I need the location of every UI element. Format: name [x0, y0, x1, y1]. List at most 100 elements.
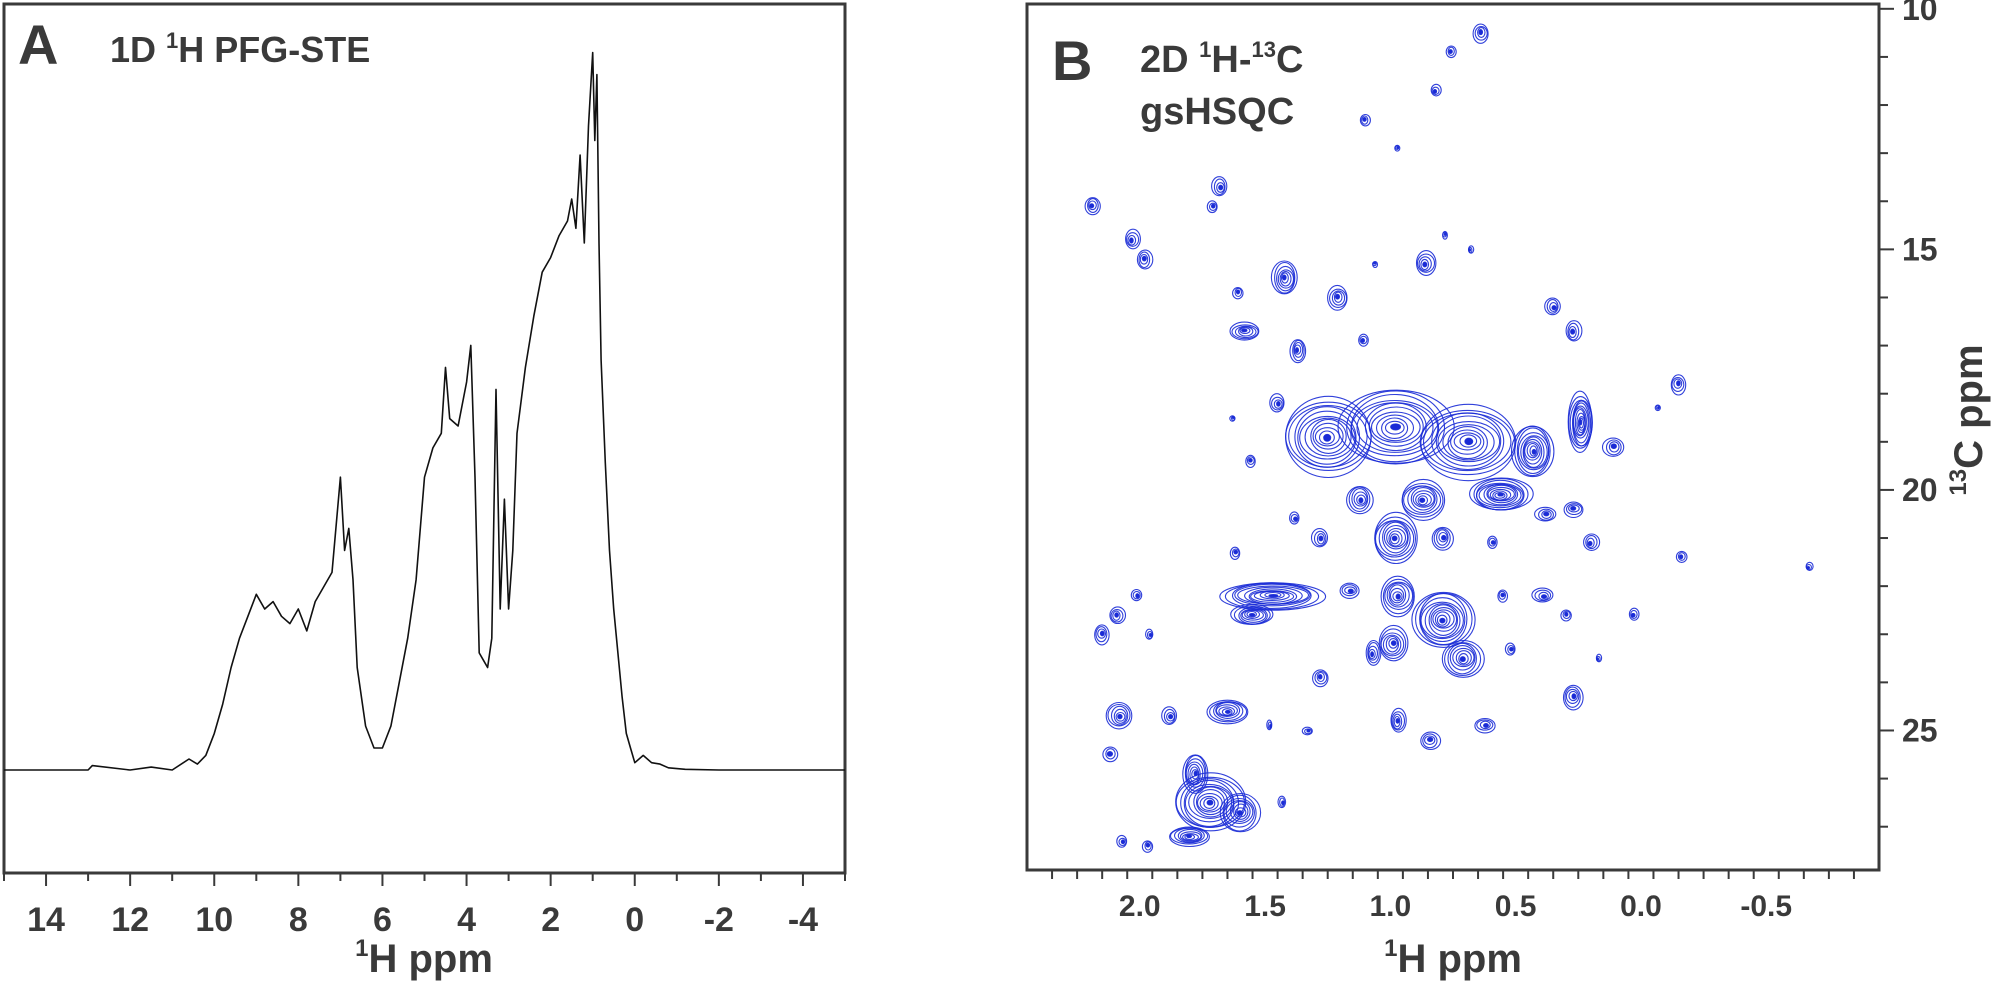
contour-level	[1419, 597, 1466, 643]
contour-level	[1396, 146, 1399, 150]
panel-a-frame	[2, 2, 847, 875]
contour-level	[1195, 789, 1226, 816]
hsqc-peak	[1419, 403, 1517, 482]
contour-level	[1389, 587, 1405, 604]
contour-level	[1106, 751, 1114, 757]
contour-level	[1524, 441, 1541, 461]
panel-b-x-label-sup: 1	[1384, 935, 1397, 962]
contour-level	[1238, 606, 1268, 625]
contour-level	[1130, 588, 1143, 602]
contour-level	[1441, 534, 1447, 541]
contour-level	[1216, 182, 1225, 193]
contour-level	[1225, 800, 1254, 824]
contour-level	[1368, 648, 1376, 660]
contour-level	[1127, 234, 1137, 246]
x-tick-label: 2	[541, 901, 560, 939]
contour-level	[1271, 396, 1284, 411]
contour-level	[1432, 88, 1438, 94]
hsqc-peak	[1229, 546, 1241, 560]
contour-level	[1304, 417, 1352, 457]
contour-level	[1213, 701, 1244, 721]
contour-level	[1316, 533, 1325, 545]
contour-level	[1488, 537, 1497, 547]
contour-level	[1474, 25, 1488, 41]
hsqc-peak	[1277, 795, 1287, 809]
contour-level	[1529, 445, 1538, 457]
contour-level	[1248, 588, 1298, 605]
contour-level	[1504, 642, 1516, 656]
contour-level	[1234, 583, 1311, 607]
contour-level	[1437, 421, 1501, 463]
contour-level	[1184, 783, 1234, 823]
hsqc-peak	[1394, 144, 1401, 152]
contour-level	[1310, 418, 1347, 454]
contour-level	[1105, 701, 1133, 730]
contour-level	[1182, 833, 1199, 842]
contour-level	[1274, 261, 1296, 294]
contour-level	[1208, 202, 1218, 211]
contour-level	[1118, 837, 1127, 847]
contour-level	[1630, 612, 1636, 618]
contour-level	[1676, 380, 1681, 387]
contour-level	[1279, 271, 1292, 287]
contour-level	[1110, 705, 1129, 726]
panel-b-title-prefix: 2D	[1140, 39, 1199, 81]
hsqc-peak	[1346, 485, 1374, 515]
contour-level	[1273, 399, 1283, 409]
panel-a-x-axis-label: 1H ppm	[355, 935, 493, 981]
contour-level	[1428, 604, 1459, 636]
contour-level	[1095, 626, 1108, 643]
contour-level	[1229, 801, 1251, 822]
contour-level	[1447, 642, 1477, 675]
contour-level	[1448, 49, 1453, 55]
contour-level	[1464, 437, 1474, 446]
contour-level	[1675, 550, 1688, 563]
panel-b-y-tick-labels: 10 15 20 25	[1902, 0, 1938, 748]
contour-level	[1523, 438, 1543, 465]
contour-level	[1570, 328, 1576, 335]
contour-level	[1450, 429, 1485, 455]
contour-level	[1520, 435, 1548, 469]
contour-level	[1110, 609, 1124, 623]
contour-level	[1391, 535, 1398, 542]
contour-level	[1224, 582, 1320, 610]
contour-level	[1442, 424, 1495, 461]
contour-level	[1390, 640, 1397, 646]
contour-level	[1568, 325, 1577, 339]
contour-level	[1526, 442, 1539, 459]
contour-level	[1384, 420, 1405, 435]
contour-level	[1245, 454, 1256, 469]
contour-level	[1565, 503, 1583, 516]
hsqc-peak	[1136, 249, 1154, 270]
contour-level	[1218, 706, 1236, 717]
contour-level	[1562, 684, 1584, 711]
contour-level	[1231, 582, 1312, 609]
contour-level	[1459, 434, 1478, 448]
contour-level	[1430, 83, 1442, 97]
contour-level	[1568, 690, 1578, 702]
x-tick-label: -0.5	[1740, 890, 1792, 923]
hsqc-peak	[1510, 425, 1555, 478]
contour-level	[1571, 693, 1577, 700]
panel-b: B 2D 1H-13C gsHSQC 2.0 1.5 1.0 0.5 0.0 -0.5 1…	[1025, 0, 1991, 981]
x-tick-label: -4	[788, 901, 818, 939]
contour-level	[1546, 299, 1559, 314]
contour-level	[1132, 590, 1141, 600]
hsqc-peak	[1145, 628, 1154, 640]
contour-level	[1507, 644, 1515, 655]
contour-level	[1105, 748, 1116, 760]
contour-level	[1358, 497, 1364, 504]
contour-level	[1380, 632, 1405, 657]
hsqc-peak	[1310, 528, 1329, 548]
panel-b-title-mid: H-	[1211, 39, 1251, 81]
contour-level	[1231, 324, 1259, 340]
contour-level	[1235, 289, 1241, 295]
contour-level	[1350, 399, 1439, 457]
hsqc-peak	[1534, 506, 1557, 522]
contour-level	[1381, 417, 1409, 439]
contour-level	[1276, 401, 1281, 407]
hsqc-peak	[1219, 792, 1262, 833]
contour-level	[1221, 708, 1233, 716]
contour-level	[1472, 23, 1489, 44]
contour-level	[1161, 706, 1178, 725]
